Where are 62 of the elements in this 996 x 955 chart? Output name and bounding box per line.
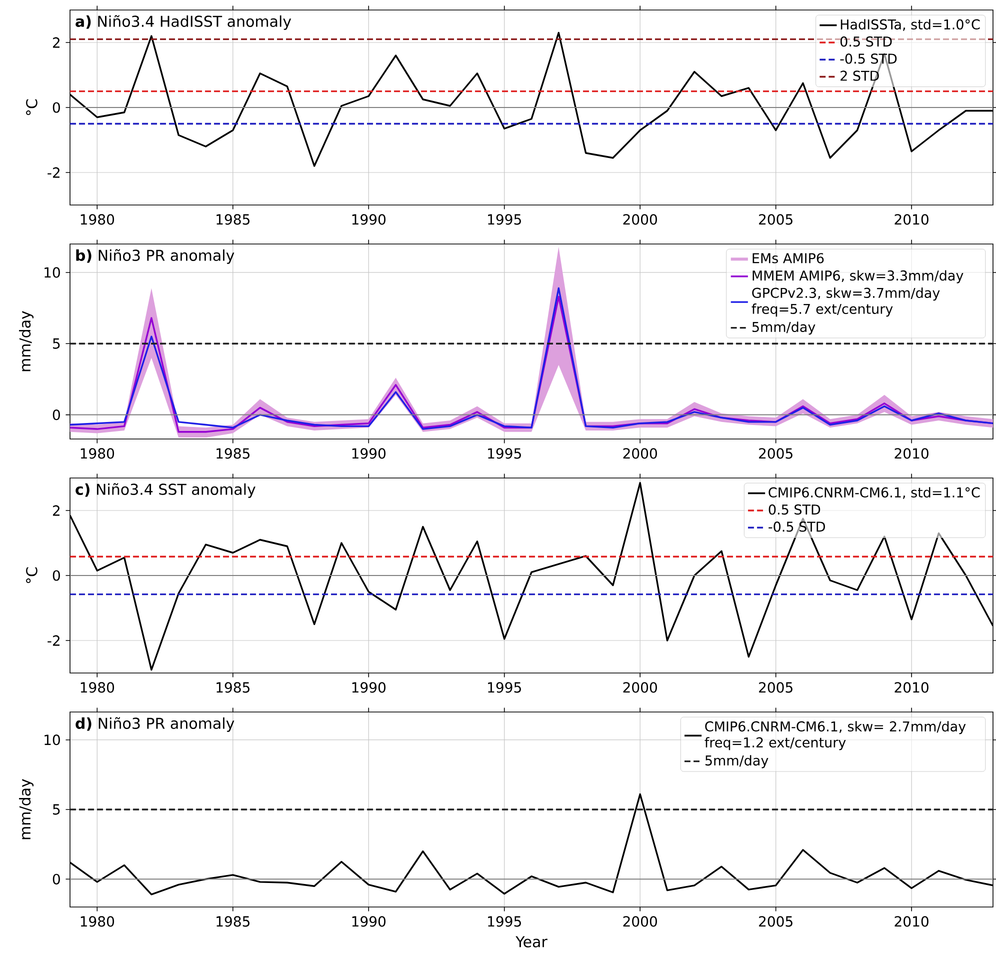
chart-title: b) Niño3 PR anomaly <box>76 249 234 264</box>
x-tick-label: 1985 <box>216 448 250 459</box>
x-tick-label: 2005 <box>759 448 792 459</box>
legend-label: 0.5 STD <box>840 36 892 47</box>
y-tick-label: 10 <box>44 267 60 278</box>
x-tick-label: 1990 <box>352 682 386 693</box>
legend-label: HadISSTa, std=1.0°C <box>840 19 980 31</box>
legend-label: GPCPv2.3, skw=3.7mm/day freq=5.7 ext/century <box>752 288 940 317</box>
x-tick-label: 1980 <box>80 916 114 927</box>
x-tick-label: 2000 <box>623 214 657 225</box>
x-tick-label: 2010 <box>894 214 928 225</box>
y-axis-title: mm/day <box>19 311 34 372</box>
legend-label: 2 STD <box>840 70 879 81</box>
x-tick-label: 2000 <box>623 916 657 927</box>
x-tick-label: 1980 <box>80 682 114 693</box>
legend-label: 5mm/day <box>705 755 768 768</box>
x-tick-label: 2010 <box>894 916 928 927</box>
legend-label: 0.5 STD <box>768 504 820 515</box>
x-tick-label: 1980 <box>80 214 114 225</box>
legend-label: MMEM AMIP6, skw=3.3mm/day <box>752 270 964 284</box>
y-tick-label: 0 <box>52 410 60 420</box>
x-tick-label: 1985 <box>216 916 250 927</box>
x-tick-label: 2010 <box>894 448 928 459</box>
x-tick-label: 1990 <box>352 916 386 927</box>
legend-label: CMIP6.CNRM-CM6.1, skw= 2.7mm/day freq=1.2 ext/century <box>704 721 966 750</box>
x-tick-label: 1980 <box>80 448 114 459</box>
x-tick-label: 1985 <box>216 682 250 693</box>
y-tick-label: 10 <box>44 734 60 746</box>
x-tick-label: 1995 <box>488 214 521 225</box>
y-tick-label: 0 <box>52 102 60 113</box>
y-tick-label: 2 <box>52 505 60 516</box>
chart-title: d) Niño3 PR anomaly <box>76 717 234 732</box>
x-tick-label: 1990 <box>352 448 386 459</box>
y-axis-title: mm/day <box>19 779 34 840</box>
x-tick-label: 2005 <box>759 214 792 225</box>
y-axis-title: °C <box>26 567 38 584</box>
y-tick-label: 5 <box>53 804 60 815</box>
y-tick-label: 5 <box>53 338 60 349</box>
y-tick-label: -2 <box>48 635 60 646</box>
x-tick-label: 1985 <box>216 214 250 225</box>
x-tick-label: 2005 <box>759 682 792 693</box>
x-tick-label: 1995 <box>488 448 521 459</box>
y-tick-label: 2 <box>52 37 60 48</box>
y-tick-label: 0 <box>52 874 60 884</box>
y-tick-label: -2 <box>48 167 60 178</box>
x-tick-label: 1995 <box>488 916 521 927</box>
x-tick-label: 2000 <box>623 448 657 459</box>
chart-title: c) Niño3.4 SST anomaly <box>76 483 256 498</box>
y-axis-title: °C <box>26 99 38 116</box>
x-tick-label: 2005 <box>759 916 792 927</box>
legend-label: 5mm/day <box>752 322 816 335</box>
x-tick-label: 2010 <box>894 682 928 693</box>
x-tick-label: 2000 <box>623 682 657 693</box>
legend-label: CMIP6.CNRM-CM6.1, std=1.1°C <box>768 487 980 499</box>
y-tick-label: 0 <box>52 570 60 581</box>
legend-label: -0.5 STD <box>768 522 825 532</box>
chart-title: a) Niño3.4 HadISST anomaly <box>76 15 292 30</box>
x-tick-label: 1995 <box>488 682 521 693</box>
legend-label: -0.5 STD <box>840 54 897 64</box>
x-tick-label: 1990 <box>352 214 386 225</box>
legend-label: EMs AMIP6 <box>752 253 824 264</box>
x-axis-title: Year <box>516 936 548 948</box>
